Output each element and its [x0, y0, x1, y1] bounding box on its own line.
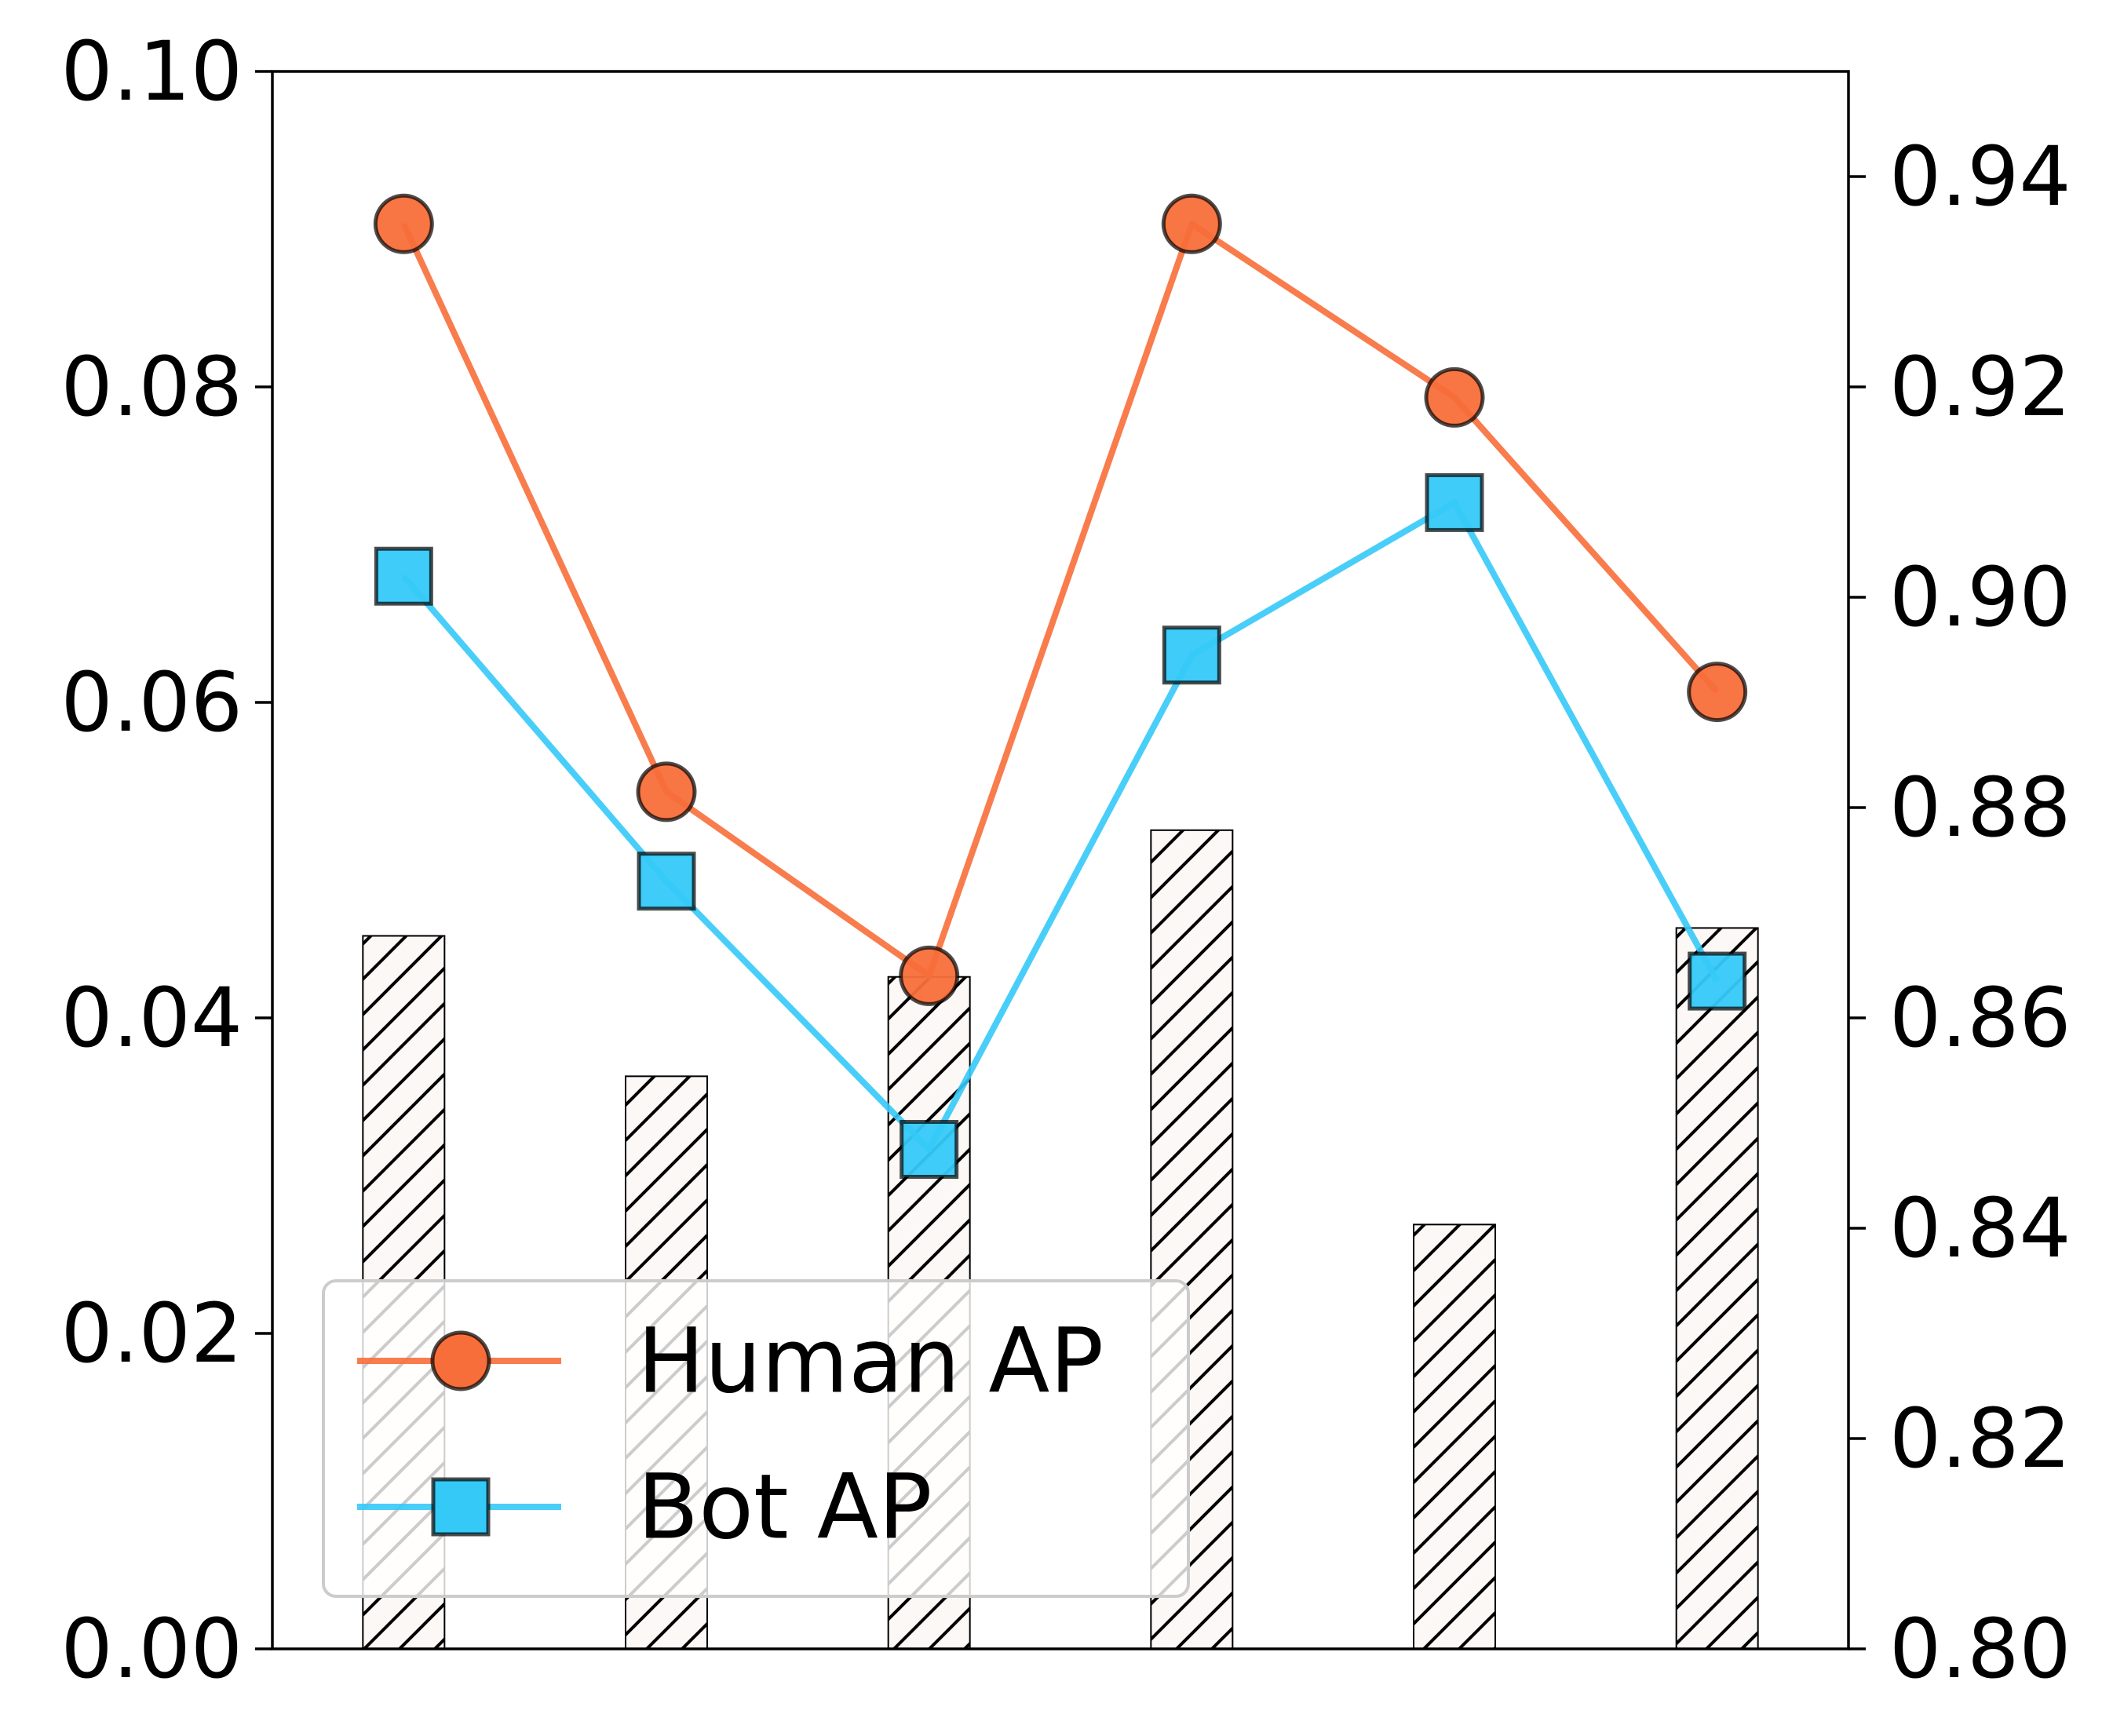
right-axis-tick-label: 0.80 [1889, 1601, 2071, 1697]
left-axis-tick-label: 0.10 [60, 24, 243, 119]
left-axis-tick-label: 0.08 [60, 339, 243, 435]
legend: Human AP Bot AP [322, 1279, 1190, 1598]
legend-swatch-marker [430, 1330, 491, 1391]
right-axis-tick-label: 0.82 [1889, 1391, 2071, 1486]
lines-layer [373, 193, 1748, 1179]
series-point [374, 546, 433, 606]
series-line [400, 221, 1720, 979]
series-point [900, 1120, 959, 1179]
right-axis-tick-label: 0.88 [1889, 760, 2071, 855]
legend-label: Bot AP [637, 1455, 932, 1559]
left-axis: 0.00 0.02 0.04 0.06 0.08 0.10 [60, 24, 272, 1697]
series-point [1424, 367, 1485, 428]
series-point [1687, 662, 1748, 723]
plot-frame [271, 70, 1850, 1650]
left-axis-tick-label: 0.02 [60, 1286, 243, 1381]
series-point [1161, 193, 1222, 254]
series-point [1425, 472, 1484, 532]
series-point [373, 193, 434, 254]
series-point [636, 761, 697, 822]
right-axis-tick-label: 0.84 [1889, 1180, 2071, 1276]
left-axis-tick-label: 0.00 [60, 1601, 243, 1697]
right-axis-tick-label: 0.86 [1889, 970, 2071, 1066]
right-axis-tick-label: 0.92 [1889, 339, 2071, 435]
series-point [637, 852, 696, 911]
series-point [1688, 951, 1747, 1011]
series-point [1162, 625, 1221, 685]
legend-swatch-marker [431, 1477, 491, 1537]
series-point [899, 945, 960, 1006]
left-axis-tick-label: 0.06 [60, 655, 243, 750]
bar-hatch [1413, 1224, 1496, 1650]
left-axis-tick-label: 0.04 [60, 970, 243, 1066]
right-axis-tick-label: 0.94 [1889, 129, 2071, 224]
legend-label: Human AP [637, 1309, 1104, 1413]
bar-hatch [1675, 927, 1759, 1650]
right-axis-tick-label: 0.90 [1889, 549, 2071, 645]
series-line [401, 499, 1721, 1153]
right-axis: 0.80 0.82 0.84 0.86 0.88 0.90 0.92 0.94 [1848, 129, 2071, 1697]
